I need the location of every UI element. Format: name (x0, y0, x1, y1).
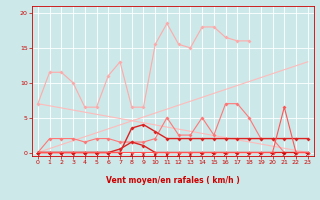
X-axis label: Vent moyen/en rafales ( km/h ): Vent moyen/en rafales ( km/h ) (106, 176, 240, 185)
